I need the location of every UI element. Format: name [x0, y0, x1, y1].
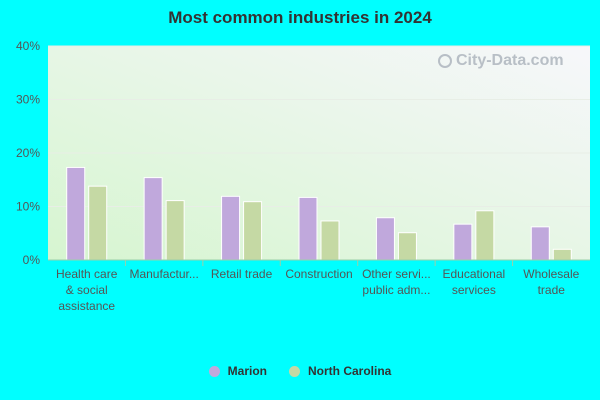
bar-marion [453, 223, 473, 261]
bar-north-carolina [475, 210, 495, 261]
bar-north-carolina [243, 201, 263, 261]
x-tick-label: Health care & social assistance [56, 267, 118, 313]
bar-marion [530, 226, 550, 261]
chart-title: Most common industries in 2024 [168, 8, 432, 27]
bar-marion [221, 195, 241, 261]
x-tick-label: Manufactur... [129, 267, 198, 281]
x-tick-label: Retail trade [211, 267, 273, 281]
x-tick-label: Other servi... public adm... [362, 267, 431, 297]
watermark-text: City-Data.com [456, 52, 564, 69]
y-tick-label: 40% [16, 39, 40, 53]
legend-label-marion: Marion [227, 364, 267, 378]
legend-item-marion: Marion [208, 364, 267, 378]
bar-marion [298, 196, 318, 261]
x-tick-label: Wholesale trade [523, 267, 579, 297]
watermark: City-Data.com [438, 52, 564, 70]
legend-label-north-carolina: North Carolina [308, 364, 392, 378]
bar-marion [375, 217, 395, 261]
x-tick-label: Construction [285, 267, 352, 281]
bar-north-carolina [397, 232, 417, 261]
y-tick-label: 30% [16, 93, 40, 107]
y-tick-label: 10% [16, 200, 40, 214]
bar-north-carolina [552, 248, 572, 261]
magnifier-icon [438, 54, 452, 68]
bar-marion [143, 177, 163, 261]
bar-north-carolina [88, 185, 108, 261]
x-tick-label: Educational services [442, 267, 505, 297]
legend-item-north-carolina: North Carolina [289, 364, 391, 378]
bar-marion [66, 166, 86, 261]
legend-swatch-north-carolina [289, 365, 300, 377]
y-tick-label: 0% [23, 253, 41, 267]
legend: Marion North Carolina [0, 364, 600, 378]
y-tick-label: 20% [16, 146, 40, 160]
legend-swatch-marion [208, 365, 220, 377]
bar-north-carolina [165, 200, 185, 261]
bar-north-carolina [320, 220, 340, 261]
